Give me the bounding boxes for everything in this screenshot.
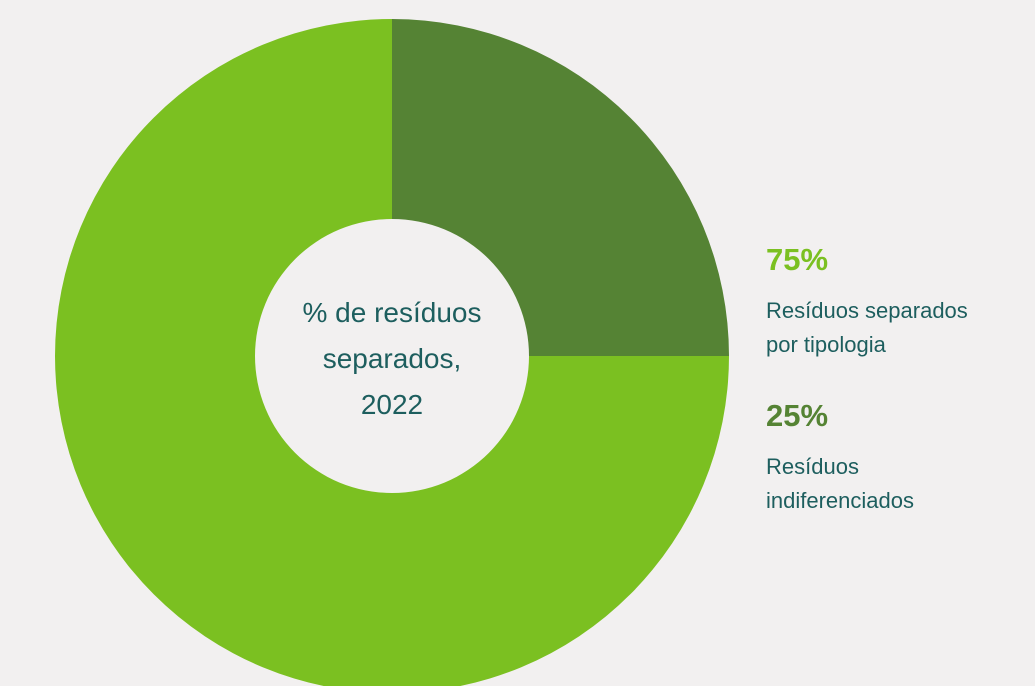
slice [392, 19, 729, 356]
legend-label: Resíduos separados por tipologia [766, 298, 968, 357]
legend-value: 75% [766, 242, 829, 277]
legend-item: 75% Resíduos separados por tipologia [766, 240, 1006, 362]
center-title-line: % de resíduos [302, 297, 482, 328]
center-title-line: separados, [322, 343, 462, 374]
legend-label: Resíduos indiferenciados [766, 454, 914, 513]
center-title-line: 2022 [360, 389, 424, 420]
legend: 75% Resíduos separados por tipologia 25% Re… [766, 240, 1006, 552]
slice [55, 19, 729, 686]
legend-item: 25% Resíduos indiferenciados [766, 396, 1006, 518]
center-label: % de resíduos separados, 2022 [252, 290, 532, 428]
legend-value: 25% [766, 398, 829, 433]
